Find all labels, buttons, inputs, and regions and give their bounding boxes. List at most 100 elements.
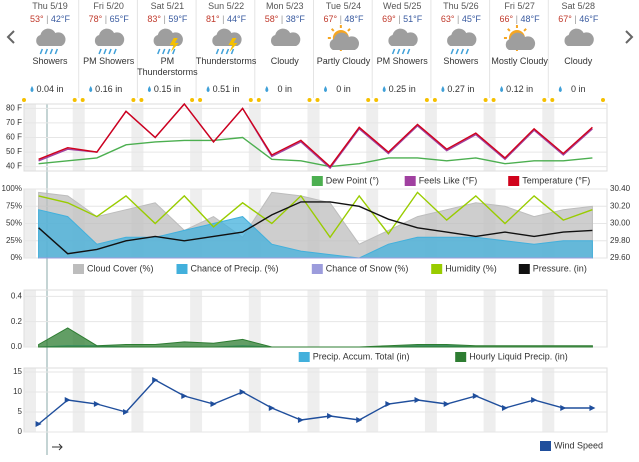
high-temp: 53° [29, 14, 44, 24]
condition: Showers [17, 56, 83, 67]
low-temp: 46°F [579, 14, 599, 24]
temps: 67° | 46°F [549, 14, 607, 24]
precip-text: 0.51 in [212, 84, 240, 94]
high-temp: 78° [88, 14, 103, 24]
high-temp: 69° [382, 14, 396, 24]
night-band [483, 368, 496, 432]
wind-arrow [268, 405, 275, 411]
wind-arrow [64, 397, 71, 403]
wind-arrow [531, 397, 538, 403]
drop [30, 86, 34, 92]
y-tick-label: 25% [6, 236, 22, 245]
forecast-day: Wed 5/25 69° | 51°F PM Showers 0.25 in [373, 0, 431, 104]
night-band [483, 290, 496, 347]
low-temp: 51°F [403, 14, 423, 24]
wind-arrow [210, 401, 217, 407]
weather-icon [212, 28, 242, 55]
day-label: Fri 5/20 [93, 1, 124, 11]
drop [89, 86, 93, 92]
forecast-day: Sat 5/28 67° | 46°F Cloudy 0 in [549, 0, 607, 104]
forecast-day: Sat 5/21 83° | 59°F PM Thunderstorms 0.15 i… [137, 0, 198, 104]
temp-sep: | [454, 14, 462, 24]
day-row: Mon 5/23 [256, 1, 314, 11]
day-row: Sat 5/21 [138, 1, 196, 11]
wind-arrow [123, 409, 130, 415]
night-band [190, 290, 203, 347]
drop [500, 86, 504, 92]
rain [167, 48, 171, 55]
forecast-day: Fri 5/27 66° | 48°F Mostly Cloudy 0.12 in [491, 0, 549, 104]
temps: 53° | 42°F [21, 14, 79, 24]
condition: Cloudy [545, 56, 611, 67]
drop [382, 86, 386, 92]
bolt [169, 38, 179, 52]
sun-ray [330, 28, 335, 32]
y-tick-label: 0.0 [11, 342, 23, 351]
precip-text: 0.12 in [506, 84, 534, 94]
wind-arrow [385, 401, 392, 407]
next-arrow[interactable] [625, 30, 634, 44]
cloud [329, 32, 360, 50]
night-band [248, 290, 261, 347]
y2-tick-label: 30.20 [610, 201, 631, 210]
legend-label: Precip. Accum. Total (in) [313, 351, 410, 361]
night-band [542, 368, 555, 432]
forecast-day: Thu 5/26 63° | 45°F Showers 0.27 in [432, 0, 490, 104]
precip: 0.51 in [197, 84, 255, 94]
y2-tick-label: 30.40 [610, 184, 631, 193]
temps: 63° | 45°F [432, 14, 490, 24]
temp-sep: | [43, 14, 51, 24]
low-temp: 59°F [168, 14, 188, 24]
precip: 0.25 in [373, 84, 431, 94]
day-label: Sat 5/21 [150, 1, 185, 11]
night-band [366, 368, 379, 432]
condition-text: Thunderstorms [195, 56, 257, 66]
rain [401, 48, 406, 55]
night-band [542, 290, 555, 347]
temps: 81° | 44°F [197, 14, 255, 24]
y-tick-label: 0.4 [11, 291, 23, 300]
rain [455, 48, 459, 55]
day-row: Wed 5/25 [373, 1, 431, 11]
forecast-day: Fri 5/20 78° | 65°F PM Showers 0.16 in [80, 0, 138, 104]
wind-arrow [152, 377, 159, 383]
rain [49, 48, 54, 55]
y2-tick-label: 29.80 [610, 236, 631, 245]
precip-text: 0.16 in [95, 84, 123, 94]
high-temp: 67° [558, 14, 572, 24]
day-label: Fri 5/27 [504, 1, 535, 11]
rain [54, 48, 59, 55]
scroll-arrow[interactable] [52, 443, 63, 451]
condition-text: Showers [443, 56, 479, 66]
condition-text: Showers [32, 56, 68, 66]
sun-ray [507, 28, 511, 32]
rain [225, 48, 230, 55]
y-tick-label: 5 [18, 407, 23, 416]
wind-arrow [356, 417, 363, 423]
sun-dot [491, 98, 496, 102]
prev-arrow[interactable] [6, 30, 15, 44]
moon-dot [601, 98, 605, 102]
low-temp: 48°F [520, 14, 540, 24]
day-label: Thu 5/26 [443, 1, 479, 11]
legend-swatch [404, 176, 416, 186]
line [38, 379, 593, 425]
day-label: Sat 5/28 [561, 1, 596, 11]
sun-dot [256, 98, 261, 102]
y-tick-label: 75% [6, 201, 22, 210]
sun-dot [198, 98, 203, 102]
y-tick-label: 50% [6, 219, 22, 228]
wind-arrow [35, 421, 42, 427]
wind-arrow [443, 401, 450, 407]
condition: Showers [428, 56, 494, 67]
y2-tick-label: 29.60 [610, 253, 631, 262]
moon-dot [542, 98, 547, 102]
high-temp: 67° [323, 14, 338, 24]
precip-text: 0 in [277, 84, 293, 94]
weather-icon [327, 25, 360, 51]
legend-label: Humidity (%) [445, 263, 497, 273]
legend-label: Hourly Liquid Precip. (in) [469, 351, 568, 361]
rain [406, 48, 411, 55]
day-label: Thu 5/19 [32, 1, 68, 11]
